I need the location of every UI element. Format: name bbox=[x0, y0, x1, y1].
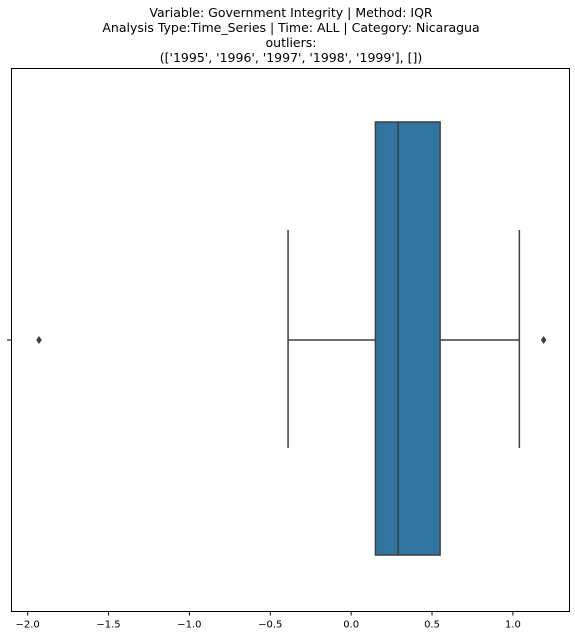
outlier-point-2 bbox=[540, 336, 547, 344]
chart-title-line-1: Variable: Government Integrity | Method:… bbox=[149, 5, 433, 20]
chart-title-line-3: outliers: bbox=[266, 35, 317, 50]
outlier-point-1 bbox=[36, 336, 42, 344]
x-axis: −2.0 −1.5 −1.0 −0.5 0.0 0.5 1.0 bbox=[16, 611, 521, 631]
x-tick-label: −0.5 bbox=[258, 620, 282, 631]
plot-area bbox=[36, 121, 547, 556]
x-tick-label: −2.0 bbox=[16, 620, 40, 631]
iqr-box bbox=[374, 121, 441, 556]
x-tick-label: 0.0 bbox=[343, 620, 359, 631]
x-tick-label: −1.5 bbox=[96, 620, 120, 631]
x-tick-label: 0.5 bbox=[424, 620, 440, 631]
x-tick-label: 1.0 bbox=[505, 620, 521, 631]
chart-title-line-2: Analysis Type:Time_Series | Time: ALL | … bbox=[102, 20, 479, 35]
chart-title-line-4: (['1995', '1996', '1997', '1998', '1999'… bbox=[160, 50, 422, 65]
x-tick-label: −1.0 bbox=[177, 620, 201, 631]
